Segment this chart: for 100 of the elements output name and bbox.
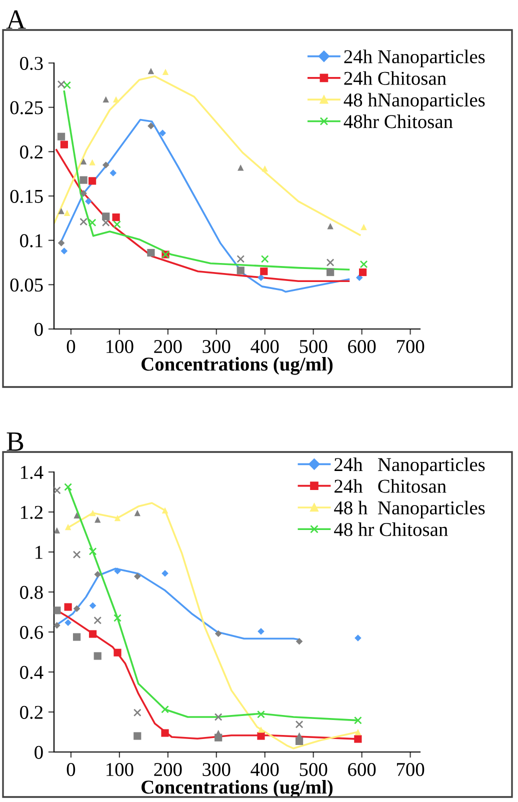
point	[110, 170, 117, 176]
point	[162, 570, 168, 577]
x-tick-label: 700	[397, 340, 424, 354]
x-tick-label: 600	[348, 762, 376, 776]
point	[57, 80, 66, 88]
legend-label: 48 hr Chitosan	[334, 522, 448, 536]
legend-label: 48 h Nanoparticles	[334, 500, 485, 518]
point	[161, 705, 169, 714]
point	[236, 266, 244, 274]
point	[262, 165, 268, 172]
point	[80, 176, 88, 184]
point	[148, 68, 154, 74]
chart-title: A	[6, 10, 26, 29]
point	[358, 268, 367, 276]
point	[112, 96, 120, 102]
y-tick-label: 0.8	[20, 586, 43, 600]
point	[85, 198, 92, 205]
legend-label: 24h Chitosan	[344, 71, 446, 85]
x-tick-label: 500	[300, 340, 328, 354]
x-axis-title: Concentrations (ug/ml)	[142, 780, 333, 798]
point	[159, 130, 166, 136]
legend-label: 24h Nanoparticles	[344, 50, 485, 68]
point	[74, 512, 80, 519]
point	[258, 628, 264, 635]
x-tick-label: 200	[154, 340, 182, 354]
point	[257, 732, 265, 740]
y-tick-label: 0.25	[10, 101, 43, 114]
point	[161, 729, 169, 737]
point	[296, 638, 303, 645]
point	[112, 213, 120, 222]
point	[354, 634, 362, 642]
legend-label: 48 hNanoparticles	[344, 92, 485, 111]
point	[134, 732, 142, 740]
point	[102, 96, 109, 102]
x-tick-label: 300	[202, 340, 230, 354]
point	[162, 68, 169, 75]
point	[58, 240, 65, 246]
point	[57, 132, 66, 140]
point	[64, 483, 72, 491]
point	[88, 630, 97, 638]
y-tick-label: 0.4	[20, 666, 44, 680]
point	[90, 510, 96, 516]
point	[54, 606, 61, 614]
x-tick-label: 0	[66, 762, 76, 776]
point	[326, 268, 334, 276]
point	[114, 648, 122, 656]
point	[236, 255, 245, 263]
y-tick-label: 0	[34, 746, 43, 759]
point	[148, 122, 154, 130]
y-tick-label: 0.3	[20, 56, 43, 70]
point	[60, 248, 68, 254]
point	[88, 547, 97, 556]
x-tick-label: 600	[348, 340, 376, 354]
legend-label: 24h Chitosan	[334, 479, 446, 493]
point	[88, 218, 96, 227]
point	[94, 652, 102, 660]
point	[88, 177, 96, 185]
point	[295, 720, 304, 728]
point	[134, 573, 141, 580]
point	[94, 616, 102, 624]
point	[260, 268, 268, 276]
point	[114, 514, 121, 522]
point	[257, 710, 265, 718]
x-tick-label: 100	[106, 762, 134, 776]
y-tick-label: 1.2	[20, 506, 43, 520]
point	[73, 605, 80, 612]
point	[162, 507, 168, 514]
point	[260, 255, 269, 263]
point	[102, 218, 110, 227]
y-tick-label: 1.4	[20, 466, 44, 480]
point	[102, 212, 110, 220]
point	[80, 158, 87, 165]
point	[54, 486, 61, 494]
point	[360, 260, 368, 268]
y-tick-label: 0.2	[20, 145, 43, 159]
chart-title: B	[6, 432, 24, 451]
point	[147, 248, 155, 257]
point	[102, 162, 110, 168]
point	[72, 550, 81, 559]
y-tick-label: 0.15	[10, 190, 43, 204]
point	[354, 735, 362, 743]
x-tick-label: 400	[250, 340, 279, 354]
point	[54, 622, 60, 629]
point	[113, 220, 121, 228]
point	[114, 614, 122, 622]
point	[360, 224, 367, 230]
point	[214, 630, 222, 637]
point	[134, 510, 140, 516]
point	[54, 527, 60, 534]
point	[64, 619, 72, 626]
point	[60, 140, 68, 148]
x-tick-label: 300	[202, 762, 230, 776]
point	[72, 633, 81, 641]
x-tick-label: 0	[66, 340, 76, 354]
point	[354, 728, 362, 736]
point	[64, 603, 72, 611]
point	[214, 713, 222, 721]
x-tick-label: 100	[106, 340, 134, 354]
y-tick-label: 0	[34, 322, 43, 336]
y-tick-label: 0.05	[10, 278, 43, 292]
